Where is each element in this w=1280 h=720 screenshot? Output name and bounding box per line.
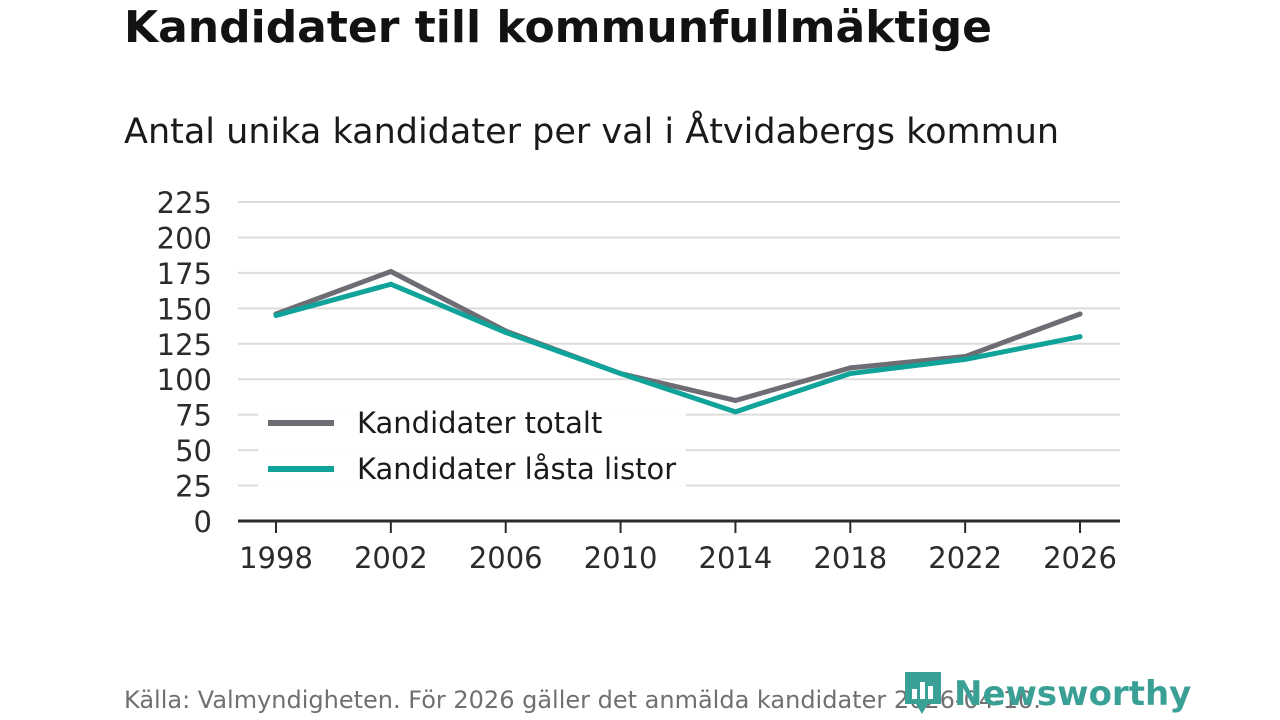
x-tick-label: 2006: [469, 541, 543, 575]
data-point: [618, 371, 624, 377]
x-tick-label: 2010: [584, 541, 658, 575]
series-line-2: [273, 281, 1083, 415]
data-point: [732, 397, 738, 403]
brand-logo: Newsworthy: [902, 670, 1191, 718]
data-point: [503, 329, 509, 335]
data-point: [962, 356, 968, 362]
x-tick-label: 2014: [699, 541, 773, 575]
series-lines: [273, 268, 1083, 415]
brand-name: Newsworthy: [954, 674, 1192, 714]
x-tick-label: 2026: [1043, 541, 1117, 575]
data-point: [1077, 334, 1083, 340]
x-axis: 1998 2002 2006 2010 2014 2018 2022 2026: [238, 519, 1120, 575]
data-point: [847, 365, 853, 371]
newsworthy-logo-icon: [905, 672, 941, 714]
y-tick-label: 150: [157, 292, 212, 326]
chart-title: Kandidater till kommunfullmäktige: [124, 2, 992, 53]
chart-subtitle: Antal unika kandidater per val i Åtvidab…: [124, 112, 1060, 152]
y-tick-label: 125: [157, 328, 212, 362]
data-point: [732, 409, 738, 415]
data-point: [273, 312, 279, 318]
x-tick-label: 1998: [239, 541, 313, 575]
y-tick-label: 0: [194, 505, 212, 539]
legend-label: Kandidater låsta listor: [357, 452, 676, 486]
x-tick-label: 2022: [928, 541, 1002, 575]
y-tick-label: 75: [175, 399, 212, 433]
data-point: [847, 371, 853, 377]
x-tick-label: 2002: [354, 541, 428, 575]
data-point: [388, 281, 394, 287]
data-point: [1077, 311, 1083, 317]
legend: Kandidater totalt Kandidater låsta listor: [258, 400, 686, 488]
x-tick-label: 2018: [813, 541, 887, 575]
source-note: Källa: Valmyndigheten. För 2026 gäller d…: [124, 686, 1041, 714]
y-tick-label: 200: [157, 221, 212, 255]
data-point: [388, 268, 394, 274]
y-tick-label: 25: [175, 470, 212, 504]
legend-background: [258, 400, 686, 488]
y-tick-label: 50: [175, 434, 212, 468]
y-tick-label: 100: [157, 363, 212, 397]
legend-label: Kandidater totalt: [357, 406, 602, 440]
series-line-1: [273, 268, 1083, 403]
y-tick-label: 175: [157, 257, 212, 291]
y-tick-label: 225: [157, 186, 212, 220]
